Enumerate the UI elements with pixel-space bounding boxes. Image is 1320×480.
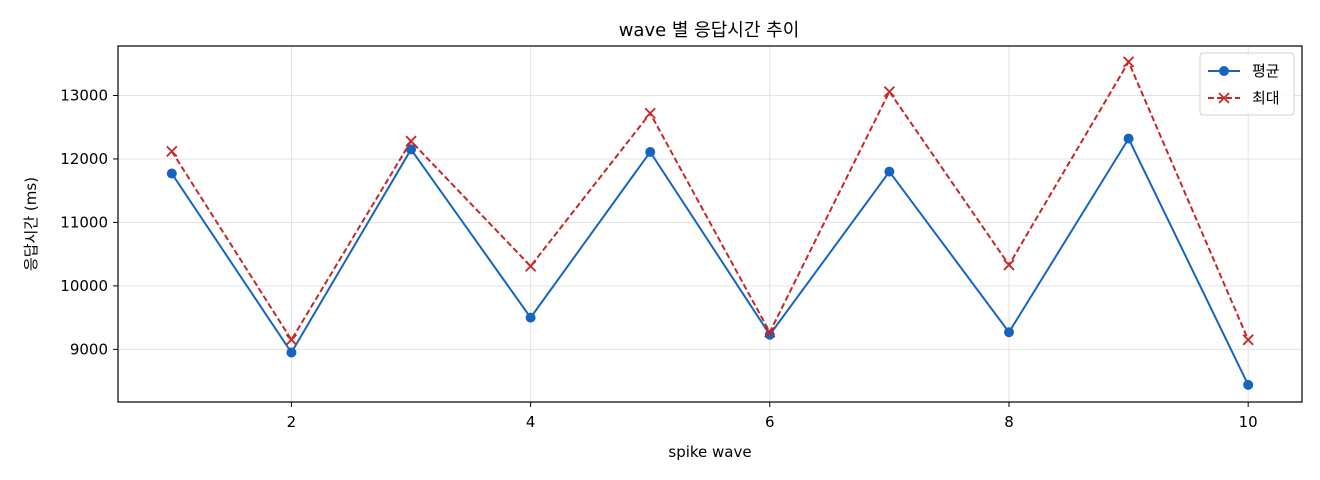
- legend-label: 평균: [1252, 62, 1280, 80]
- x-tick-label: 4: [526, 413, 536, 431]
- y-tick-label: 11000: [60, 213, 108, 231]
- legend-label: 최대: [1252, 89, 1280, 107]
- legend-box: [1199, 52, 1295, 116]
- data-point: [1003, 259, 1015, 271]
- data-point: [1242, 334, 1254, 346]
- series-1: [166, 56, 1254, 346]
- y-tick-label: 12000: [60, 150, 108, 168]
- y-tick-label: 10000: [60, 277, 108, 295]
- data-point: [525, 312, 536, 323]
- series-0: [166, 133, 1254, 390]
- legend-item: 평균: [1208, 62, 1280, 80]
- x-axis-label: spike wave: [668, 443, 751, 461]
- data-point: [883, 86, 896, 98]
- series-line: [170, 136, 1250, 386]
- series-line: [170, 59, 1250, 342]
- series-layer: [166, 56, 1254, 390]
- data-point: [1122, 56, 1135, 68]
- x-tick-label: 6: [765, 413, 775, 431]
- data-point: [166, 168, 177, 179]
- chart-title: wave 별 응답시간 추이: [619, 20, 800, 41]
- data-point: [524, 260, 537, 272]
- x-tick-label: 8: [1004, 413, 1014, 431]
- data-point: [285, 334, 298, 346]
- data-point: [764, 326, 776, 338]
- legend-item: 최대: [1208, 89, 1280, 107]
- tick-layer: 2 4 6 8 10 9000 10000 11000 12000 13000: [60, 86, 1257, 431]
- x-tick-label: 2: [287, 413, 297, 431]
- y-tick-label: 9000: [70, 340, 108, 358]
- legend-marker: [1218, 92, 1230, 104]
- data-point: [764, 329, 775, 340]
- data-point: [644, 107, 656, 119]
- data-point: [166, 145, 178, 157]
- data-point: [884, 166, 895, 177]
- data-point: [406, 144, 417, 155]
- data-point: [1243, 379, 1254, 390]
- data-point: [1123, 133, 1134, 144]
- x-tick-label: 10: [1239, 413, 1258, 431]
- data-point: [286, 347, 297, 358]
- data-point: [1003, 327, 1014, 338]
- grid-layer: [118, 46, 1302, 402]
- legend-marker: [1219, 66, 1229, 76]
- plot-frame: [117, 45, 1303, 403]
- data-point: [645, 146, 656, 157]
- data-point: [405, 135, 417, 147]
- y-tick-label: 13000: [60, 86, 108, 104]
- y-axis-label: 응답시간 (ms): [22, 177, 40, 271]
